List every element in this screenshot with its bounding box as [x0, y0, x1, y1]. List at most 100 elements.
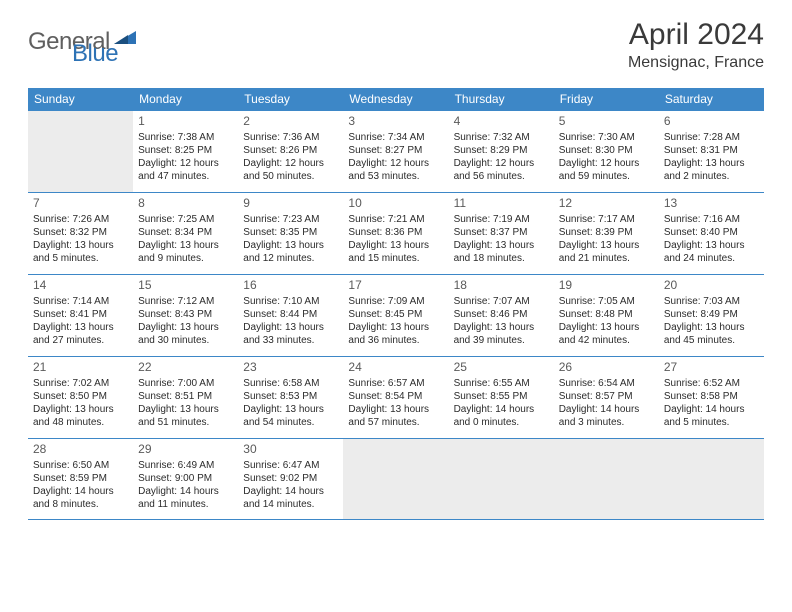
sunrise-line: Sunrise: 7:21 AM [348, 213, 443, 226]
day-header: Wednesday [343, 88, 448, 110]
week-row: 21Sunrise: 7:02 AMSunset: 8:50 PMDayligh… [28, 356, 764, 438]
daylight-line: Daylight: 14 hours and 5 minutes. [664, 403, 759, 429]
day-number: 27 [664, 360, 759, 376]
day-cell: 3Sunrise: 7:34 AMSunset: 8:27 PMDaylight… [343, 110, 448, 192]
day-cell: 9Sunrise: 7:23 AMSunset: 8:35 PMDaylight… [238, 192, 343, 274]
day-cell: 26Sunrise: 6:54 AMSunset: 8:57 PMDayligh… [554, 356, 659, 438]
day-cell: 7Sunrise: 7:26 AMSunset: 8:32 PMDaylight… [28, 192, 133, 274]
day-cell: 2Sunrise: 7:36 AMSunset: 8:26 PMDaylight… [238, 110, 343, 192]
day-cell: 11Sunrise: 7:19 AMSunset: 8:37 PMDayligh… [449, 192, 554, 274]
sunset-line: Sunset: 8:41 PM [33, 308, 128, 321]
sunrise-line: Sunrise: 7:34 AM [348, 131, 443, 144]
day-number: 3 [348, 114, 443, 130]
day-cell: 15Sunrise: 7:12 AMSunset: 8:43 PMDayligh… [133, 274, 238, 356]
sunset-line: Sunset: 8:57 PM [559, 390, 654, 403]
day-number: 29 [138, 442, 233, 458]
day-cell: 5Sunrise: 7:30 AMSunset: 8:30 PMDaylight… [554, 110, 659, 192]
day-number: 26 [559, 360, 654, 376]
sunset-line: Sunset: 8:44 PM [243, 308, 338, 321]
sunrise-line: Sunrise: 7:10 AM [243, 295, 338, 308]
daylight-line: Daylight: 13 hours and 45 minutes. [664, 321, 759, 347]
sunset-line: Sunset: 8:37 PM [454, 226, 549, 239]
day-number: 12 [559, 196, 654, 212]
logo-text-blue: Blue [72, 40, 118, 68]
sunset-line: Sunset: 8:26 PM [243, 144, 338, 157]
day-number: 19 [559, 278, 654, 294]
day-number: 13 [664, 196, 759, 212]
daylight-line: Daylight: 13 hours and 21 minutes. [559, 239, 654, 265]
sunrise-line: Sunrise: 7:26 AM [33, 213, 128, 226]
sunset-line: Sunset: 8:36 PM [348, 226, 443, 239]
daylight-line: Daylight: 13 hours and 12 minutes. [243, 239, 338, 265]
daylight-line: Daylight: 13 hours and 18 minutes. [454, 239, 549, 265]
sunset-line: Sunset: 8:58 PM [664, 390, 759, 403]
sunrise-line: Sunrise: 7:07 AM [454, 295, 549, 308]
sunrise-line: Sunrise: 6:55 AM [454, 377, 549, 390]
day-number: 28 [33, 442, 128, 458]
day-number: 5 [559, 114, 654, 130]
sunset-line: Sunset: 8:46 PM [454, 308, 549, 321]
title-block: April 2024 Mensignac, France [628, 18, 764, 72]
day-number: 9 [243, 196, 338, 212]
day-number: 2 [243, 114, 338, 130]
day-cell: 19Sunrise: 7:05 AMSunset: 8:48 PMDayligh… [554, 274, 659, 356]
sunrise-line: Sunrise: 6:47 AM [243, 459, 338, 472]
day-number: 14 [33, 278, 128, 294]
daylight-line: Daylight: 13 hours and 15 minutes. [348, 239, 443, 265]
daylight-line: Daylight: 13 hours and 5 minutes. [33, 239, 128, 265]
sunset-line: Sunset: 8:53 PM [243, 390, 338, 403]
day-cell: 25Sunrise: 6:55 AMSunset: 8:55 PMDayligh… [449, 356, 554, 438]
day-cell: 13Sunrise: 7:16 AMSunset: 8:40 PMDayligh… [659, 192, 764, 274]
day-cell: 17Sunrise: 7:09 AMSunset: 8:45 PMDayligh… [343, 274, 448, 356]
sunrise-line: Sunrise: 7:28 AM [664, 131, 759, 144]
day-cell: 1Sunrise: 7:38 AMSunset: 8:25 PMDaylight… [133, 110, 238, 192]
week-row: 1Sunrise: 7:38 AMSunset: 8:25 PMDaylight… [28, 110, 764, 192]
sunrise-line: Sunrise: 7:38 AM [138, 131, 233, 144]
day-cell: 28Sunrise: 6:50 AMSunset: 8:59 PMDayligh… [28, 438, 133, 520]
daylight-line: Daylight: 13 hours and 9 minutes. [138, 239, 233, 265]
day-number: 4 [454, 114, 549, 130]
daylight-line: Daylight: 13 hours and 51 minutes. [138, 403, 233, 429]
daylight-line: Daylight: 12 hours and 50 minutes. [243, 157, 338, 183]
day-cell: 20Sunrise: 7:03 AMSunset: 8:49 PMDayligh… [659, 274, 764, 356]
day-number: 10 [348, 196, 443, 212]
daylight-line: Daylight: 13 hours and 42 minutes. [559, 321, 654, 347]
day-header: Tuesday [238, 88, 343, 110]
day-cell: 8Sunrise: 7:25 AMSunset: 8:34 PMDaylight… [133, 192, 238, 274]
sunset-line: Sunset: 8:51 PM [138, 390, 233, 403]
sunset-line: Sunset: 8:29 PM [454, 144, 549, 157]
daylight-line: Daylight: 13 hours and 33 minutes. [243, 321, 338, 347]
sunset-line: Sunset: 8:49 PM [664, 308, 759, 321]
day-number: 8 [138, 196, 233, 212]
day-cell: 10Sunrise: 7:21 AMSunset: 8:36 PMDayligh… [343, 192, 448, 274]
daylight-line: Daylight: 13 hours and 39 minutes. [454, 321, 549, 347]
sunset-line: Sunset: 8:54 PM [348, 390, 443, 403]
sunset-line: Sunset: 8:39 PM [559, 226, 654, 239]
sunrise-line: Sunrise: 6:52 AM [664, 377, 759, 390]
day-number: 11 [454, 196, 549, 212]
sunset-line: Sunset: 8:55 PM [454, 390, 549, 403]
sunset-line: Sunset: 8:35 PM [243, 226, 338, 239]
sunrise-line: Sunrise: 7:25 AM [138, 213, 233, 226]
daylight-line: Daylight: 14 hours and 11 minutes. [138, 485, 233, 511]
daylight-line: Daylight: 13 hours and 27 minutes. [33, 321, 128, 347]
empty-cell [449, 438, 554, 520]
sunrise-line: Sunrise: 7:09 AM [348, 295, 443, 308]
sunrise-line: Sunrise: 6:57 AM [348, 377, 443, 390]
daylight-line: Daylight: 14 hours and 0 minutes. [454, 403, 549, 429]
day-number: 20 [664, 278, 759, 294]
day-cell: 27Sunrise: 6:52 AMSunset: 8:58 PMDayligh… [659, 356, 764, 438]
calendar: SundayMondayTuesdayWednesdayThursdayFrid… [28, 88, 764, 520]
sunrise-line: Sunrise: 7:23 AM [243, 213, 338, 226]
day-number: 6 [664, 114, 759, 130]
daylight-line: Daylight: 13 hours and 48 minutes. [33, 403, 128, 429]
day-cell: 6Sunrise: 7:28 AMSunset: 8:31 PMDaylight… [659, 110, 764, 192]
sunrise-line: Sunrise: 7:12 AM [138, 295, 233, 308]
sunset-line: Sunset: 9:00 PM [138, 472, 233, 485]
day-header: Thursday [449, 88, 554, 110]
sunrise-line: Sunrise: 7:05 AM [559, 295, 654, 308]
sunset-line: Sunset: 8:45 PM [348, 308, 443, 321]
sunrise-line: Sunrise: 7:19 AM [454, 213, 549, 226]
day-headers-row: SundayMondayTuesdayWednesdayThursdayFrid… [28, 88, 764, 110]
daylight-line: Daylight: 13 hours and 54 minutes. [243, 403, 338, 429]
